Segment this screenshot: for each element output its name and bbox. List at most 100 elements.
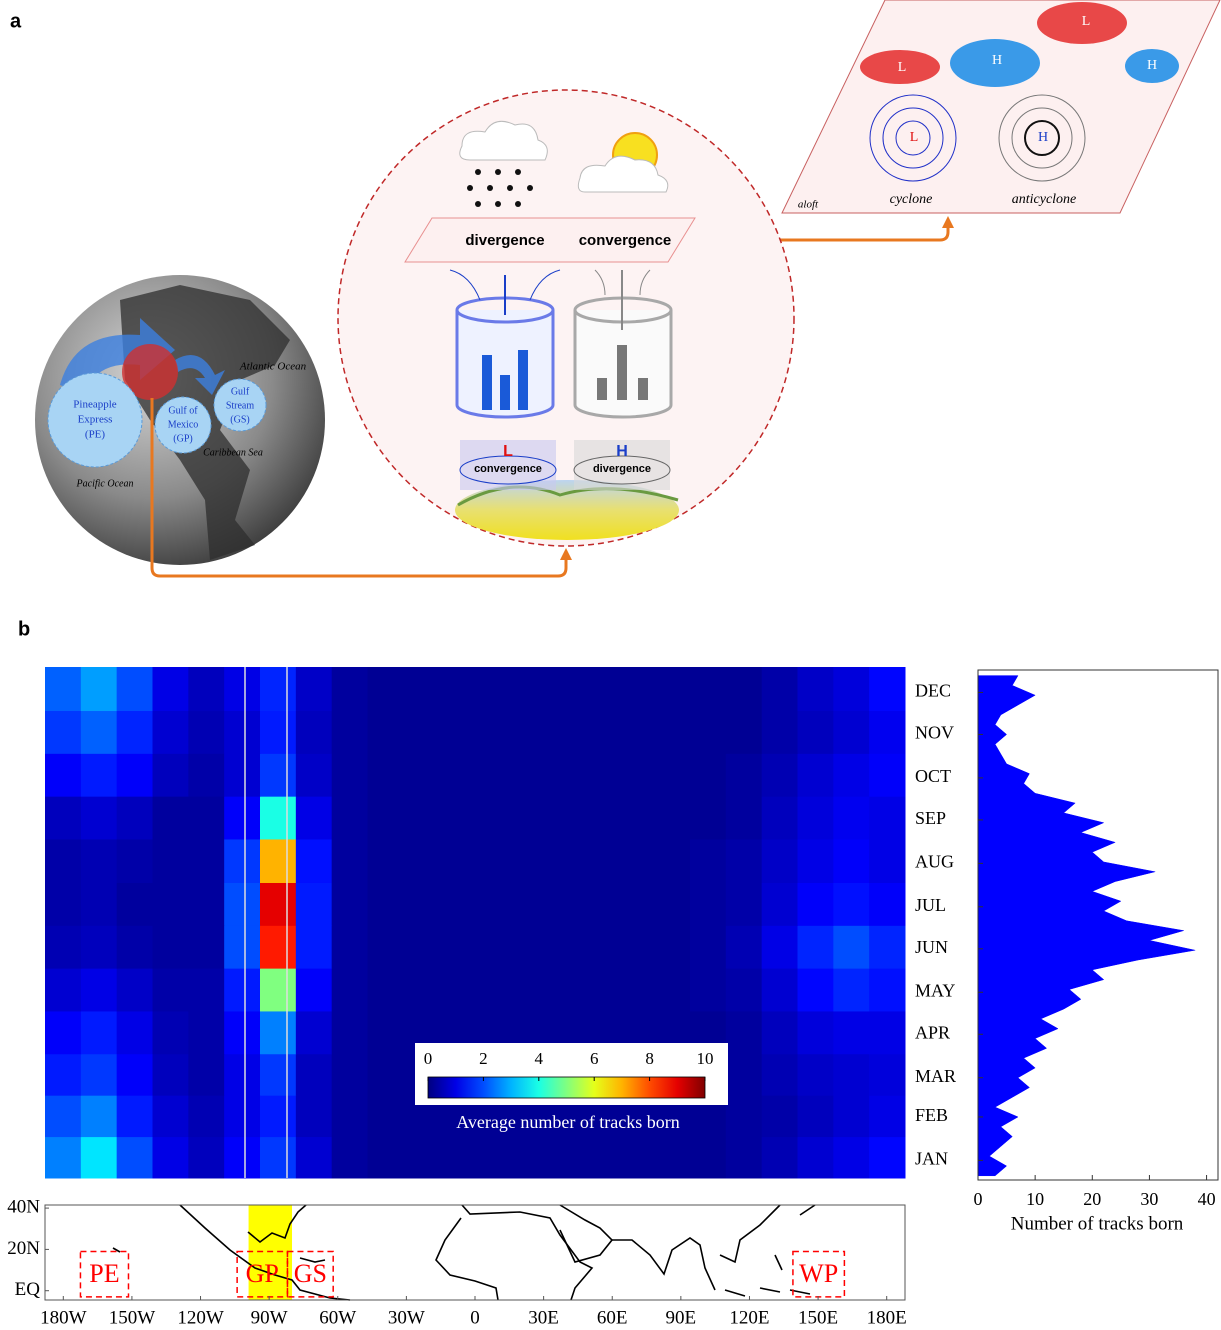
heat-cell (296, 1054, 332, 1096)
colorbar-tick-label: 4 (535, 1049, 544, 1068)
heat-cell (296, 925, 332, 968)
heat-cell (726, 925, 762, 968)
heat-cell (153, 667, 189, 711)
heat-cell (117, 968, 153, 1011)
up-arrow (518, 350, 528, 410)
heat-cell (654, 925, 690, 968)
heat-cell (224, 1137, 260, 1179)
heat-cell (368, 882, 404, 925)
heat-cell (833, 1054, 869, 1096)
x-axis-label: Number of tracks born (1011, 1213, 1184, 1234)
drop (475, 201, 481, 207)
system-label: H (1147, 58, 1157, 73)
heat-cell (224, 968, 260, 1011)
heat-cell (833, 667, 869, 711)
heat-cell (296, 968, 332, 1011)
region-label: Pineapple (73, 399, 116, 411)
heat-cell (224, 1054, 260, 1096)
heat-cell (332, 968, 368, 1011)
heat-cell (296, 839, 332, 883)
heat-cell (833, 1095, 869, 1137)
x-tick-label: 0 (470, 1307, 480, 1328)
drop (507, 185, 513, 191)
heat-cell (618, 925, 654, 968)
ocean-label: Pacific Ocean (76, 478, 134, 489)
heat-cell (296, 882, 332, 925)
heat-cell (869, 796, 905, 839)
heat-cell (368, 1054, 404, 1096)
heat-cell (690, 839, 726, 883)
colorbar (428, 1077, 705, 1098)
surface-label: divergence (593, 463, 651, 475)
heat-cell (188, 1011, 224, 1054)
center-label: H (1038, 130, 1048, 145)
heat-cell (833, 882, 869, 925)
heat-cell (511, 839, 547, 883)
heat-cell (869, 753, 905, 796)
system-label: H (992, 53, 1002, 68)
heat-cell (475, 711, 511, 754)
map-background (45, 1205, 905, 1300)
heat-cell (188, 667, 224, 711)
heat-cell (833, 839, 869, 883)
heat-cell (153, 1011, 189, 1054)
heat-cell (439, 839, 475, 883)
heat-cell (583, 925, 619, 968)
heat-cell (547, 1137, 583, 1179)
region-label: (PE) (85, 429, 106, 441)
heat-cell (332, 925, 368, 968)
heat-cell (117, 1095, 153, 1137)
ocean-label: Caribbean Sea (203, 447, 263, 458)
heat-cell (368, 1011, 404, 1054)
up-arrow (500, 375, 510, 410)
heat-cell (260, 1011, 296, 1054)
heat-cell (403, 796, 439, 839)
heat-cell (762, 1137, 798, 1179)
heat-cell (188, 753, 224, 796)
drop (515, 169, 521, 175)
x-tick-label: 90E (666, 1307, 697, 1328)
heat-cell (368, 796, 404, 839)
heat-cell (475, 796, 511, 839)
heat-cell (188, 1137, 224, 1179)
heat-cell (475, 753, 511, 796)
heat-cell (511, 711, 547, 754)
heat-cell (403, 968, 439, 1011)
heat-cell (511, 968, 547, 1011)
x-tick-label: 20 (1083, 1189, 1101, 1209)
heat-cell (188, 925, 224, 968)
heat-cell (45, 667, 81, 711)
heat-cell (833, 753, 869, 796)
heat-cell (296, 711, 332, 754)
y-tick-label: NOV (915, 723, 954, 743)
colorbar-label: Average number of tracks born (456, 1112, 680, 1132)
down-arrow (597, 378, 607, 400)
heat-cell (833, 711, 869, 754)
x-tick-label: 40 (1198, 1189, 1216, 1209)
x-tick-label: 90W (251, 1307, 288, 1328)
figure: a b Pineapple Express (PE) Gulf of Mexic… (0, 0, 1221, 1330)
x-tick-label: 30 (1140, 1189, 1158, 1209)
heat-cell (153, 839, 189, 883)
heat-cell (224, 753, 260, 796)
heat-cell (439, 925, 475, 968)
heat-cell (260, 667, 296, 711)
heat-cell (475, 667, 511, 711)
heat-cell (798, 711, 834, 754)
heat-cell (798, 753, 834, 796)
heat-cell (618, 711, 654, 754)
heat-cell (833, 796, 869, 839)
heat-cell (81, 882, 117, 925)
heat-cell (475, 925, 511, 968)
region-label: GP (246, 1259, 279, 1288)
colorbar-tick-label: 8 (645, 1049, 654, 1068)
heat-cell (153, 968, 189, 1011)
heat-cell (81, 711, 117, 754)
heat-cell (618, 968, 654, 1011)
heat-cell (511, 1137, 547, 1179)
heat-cell (547, 968, 583, 1011)
heat-cell (332, 711, 368, 754)
heat-cell (260, 1095, 296, 1137)
heat-cell (224, 667, 260, 711)
heat-cell (153, 711, 189, 754)
